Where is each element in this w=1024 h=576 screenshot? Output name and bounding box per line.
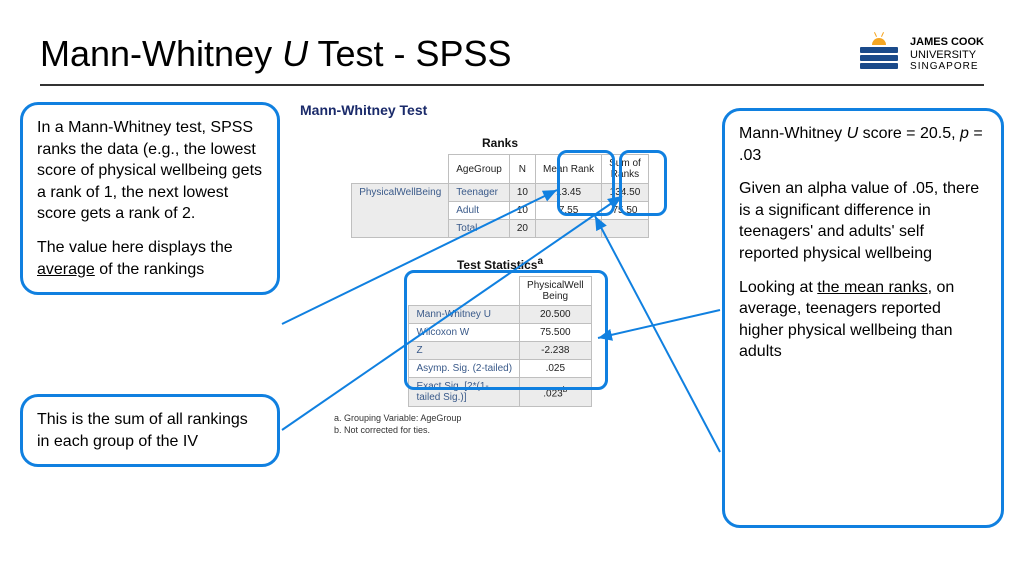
callout-left1-p2: The value here displays the average of t…: [37, 237, 263, 280]
callout-right-p3: Looking at the mean ranks, on average, t…: [739, 277, 987, 363]
callout-right-p2: Given an alpha value of .05, there is a …: [739, 178, 987, 264]
page-title: Mann-Whitney U Test - SPSS: [40, 33, 512, 75]
logo-line3: SINGAPORE: [910, 61, 984, 72]
table-row: Mann-Whitney U20.500: [409, 306, 591, 324]
rowvar: PhysicalWellBeing: [352, 184, 449, 238]
footnote-b: b. Not corrected for ties.: [334, 425, 700, 435]
stats-title: Test Statisticsa: [408, 256, 591, 272]
stats-header-row: PhysicalWell Being: [409, 277, 591, 306]
footnote-a: a. Grouping Variable: AgeGroup: [334, 413, 700, 423]
table-row: PhysicalWellBeing Teenager 10 13.45 134.…: [352, 184, 649, 202]
title-post: Test - SPSS: [308, 33, 511, 74]
logo-line2: UNIVERSITY: [910, 49, 984, 61]
callout-ranking-explain: In a Mann-Whitney test, SPSS ranks the d…: [20, 102, 280, 295]
callout-conclusion: Mann-Whitney U score = 20.5, p = .03 Giv…: [722, 108, 1004, 528]
title-u: U: [282, 33, 308, 74]
ranks-header-row: AgeGroup N Mean Rank Sum of Ranks: [352, 155, 649, 184]
ranks-table-wrap: Ranks AgeGroup N Mean Rank Sum of Ranks …: [351, 136, 649, 238]
spss-output: Mann-Whitney Test Ranks AgeGroup N Mean …: [300, 102, 700, 435]
callout-left2-text: This is the sum of all rankings in each …: [37, 411, 248, 450]
table-row: Wilcoxon W75.500: [409, 324, 591, 342]
hdr-sumranks: Sum of Ranks: [602, 155, 649, 184]
university-logo: JAMES COOK UNIVERSITY SINGAPORE: [856, 31, 984, 77]
title-bar: Mann-Whitney U Test - SPSS JAMES COOK UN…: [40, 24, 984, 86]
callout-right-p1: Mann-Whitney U score = 20.5, p = .03: [739, 123, 987, 166]
table-row: Z-2.238: [409, 342, 591, 360]
logo-mark-icon: [856, 31, 902, 77]
callout-left1-p1: In a Mann-Whitney test, SPSS ranks the d…: [37, 117, 263, 225]
table-row: Exact Sig. [2*(1-tailed Sig.)].023b: [409, 378, 591, 407]
table-row: Asymp. Sig. (2-tailed).025: [409, 360, 591, 378]
ranks-table: AgeGroup N Mean Rank Sum of Ranks Physic…: [351, 154, 649, 238]
hdr-n: N: [509, 155, 535, 184]
callout-sum-explain: This is the sum of all rankings in each …: [20, 394, 280, 467]
logo-text: JAMES COOK UNIVERSITY SINGAPORE: [910, 36, 984, 71]
spss-main-title: Mann-Whitney Test: [300, 102, 700, 118]
stats-table-wrap: Test Statisticsa PhysicalWell Being Mann…: [408, 256, 591, 407]
hdr-col: PhysicalWell Being: [520, 277, 592, 306]
title-pre: Mann-Whitney: [40, 33, 282, 74]
ranks-title: Ranks: [351, 136, 649, 150]
logo-line1: JAMES COOK: [910, 36, 984, 48]
hdr-meanrank: Mean Rank: [535, 155, 601, 184]
hdr-agegroup: AgeGroup: [449, 155, 510, 184]
stats-table: PhysicalWell Being Mann-Whitney U20.500 …: [408, 276, 591, 407]
